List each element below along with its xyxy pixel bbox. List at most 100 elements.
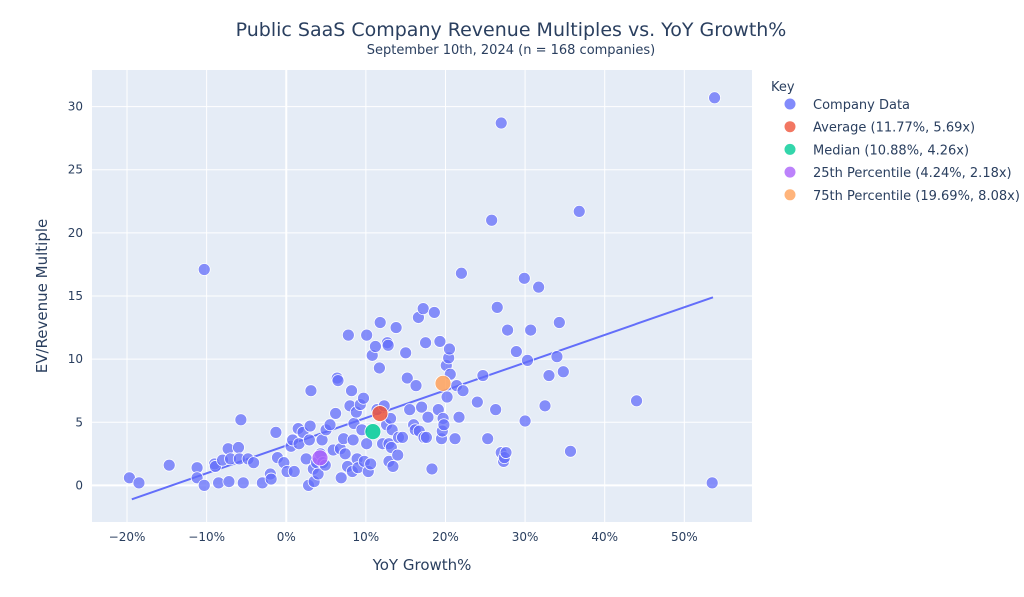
company-point	[357, 391, 370, 405]
x-tick-label: 20%	[432, 530, 459, 544]
company-point	[162, 458, 176, 472]
company-point	[389, 321, 403, 334]
company-point	[303, 419, 317, 433]
company-point	[323, 418, 337, 432]
legend-marker-icon	[784, 166, 796, 178]
x-tick-label: 10%	[353, 530, 380, 544]
company-point	[331, 374, 345, 387]
company-point	[630, 394, 643, 408]
company-point	[403, 403, 417, 417]
company-point	[572, 205, 586, 218]
company-point	[552, 316, 566, 329]
company-point	[232, 441, 245, 454]
tick-labels: −20% −10% 0% 10% 20% 30% 40% 50% 0 5 10 15 20 25 30	[68, 100, 698, 544]
y-tick-label: 10	[68, 352, 83, 366]
company-point	[564, 444, 577, 458]
company-point	[311, 467, 325, 481]
company-point	[409, 379, 423, 393]
x-tick-label: −10%	[188, 530, 225, 544]
company-point	[234, 413, 248, 427]
x-tick-label: −20%	[109, 530, 146, 544]
company-point	[427, 306, 441, 319]
legend-item-label: Average (11.77%, 5.69x)	[813, 121, 975, 136]
points	[123, 91, 721, 492]
company-point	[197, 263, 211, 276]
company-point	[345, 384, 358, 398]
company-point	[550, 350, 564, 364]
x-tick-label: 50%	[671, 530, 698, 544]
company-point	[481, 432, 495, 446]
company-point	[443, 342, 456, 356]
legend-item-label: 25th Percentile (4.24%, 2.18x)	[813, 166, 1012, 181]
company-point	[542, 369, 556, 382]
company-point	[391, 448, 405, 462]
company-point	[415, 400, 429, 414]
company-point	[419, 336, 432, 350]
legend-marker-icon	[784, 98, 796, 110]
company-point	[470, 395, 484, 409]
company-point	[334, 471, 348, 485]
company-point	[524, 323, 538, 337]
p75-point	[434, 374, 452, 392]
company-point	[329, 407, 343, 420]
company-point	[338, 447, 352, 461]
company-point	[452, 410, 466, 424]
company-point	[705, 476, 719, 490]
company-point	[455, 266, 468, 280]
company-point	[499, 446, 513, 459]
company-point	[501, 323, 514, 337]
legend-item-label: Company Data	[813, 98, 910, 113]
company-point	[521, 353, 534, 367]
company-point	[373, 316, 387, 329]
legend-marker-icon	[784, 143, 796, 155]
median-point	[364, 423, 382, 441]
company-point	[518, 414, 532, 428]
x-tick-label: 40%	[591, 530, 618, 544]
company-point	[433, 335, 447, 348]
x-axis-title: YoY Growth%	[372, 556, 472, 574]
company-point	[373, 361, 386, 375]
company-point	[421, 410, 435, 424]
company-point	[381, 338, 395, 352]
company-point	[400, 371, 414, 385]
company-point	[399, 346, 413, 360]
company-point	[302, 433, 316, 447]
company-point	[425, 462, 439, 476]
company-point	[556, 365, 570, 379]
company-point	[489, 403, 503, 417]
company-point	[476, 369, 490, 382]
company-point	[269, 425, 283, 439]
company-point	[341, 328, 355, 342]
x-tick-label: 0%	[277, 530, 296, 544]
y-tick-label: 25	[68, 163, 83, 177]
company-point	[517, 271, 531, 285]
company-point	[364, 457, 378, 471]
company-point	[287, 465, 301, 478]
legend: Key Company Data Average (11.77%, 5.69x) M…	[771, 80, 1020, 204]
p25-point	[311, 449, 329, 467]
company-point	[247, 456, 261, 470]
company-point	[132, 476, 146, 490]
company-point	[490, 300, 504, 314]
chart-subtitle: September 10th, 2024 (n = 168 companies)	[367, 43, 655, 58]
company-point	[448, 432, 462, 446]
company-point	[236, 476, 250, 490]
legend-item-label: 75th Percentile (19.69%, 8.08x)	[813, 189, 1020, 204]
company-point	[538, 399, 552, 413]
company-point	[456, 384, 470, 398]
legend-marker-icon	[784, 189, 796, 201]
company-point	[360, 328, 374, 342]
company-point	[360, 437, 374, 451]
company-point	[197, 478, 211, 492]
company-point	[708, 91, 721, 105]
company-point	[494, 116, 508, 130]
company-point	[264, 472, 278, 486]
y-tick-label: 30	[68, 100, 83, 114]
company-point	[416, 302, 430, 316]
company-point	[532, 280, 546, 294]
company-point	[346, 433, 360, 447]
y-axis-title: EV/Revenue Multiple	[33, 219, 51, 373]
y-tick-label: 20	[68, 226, 83, 240]
company-point	[386, 460, 400, 473]
